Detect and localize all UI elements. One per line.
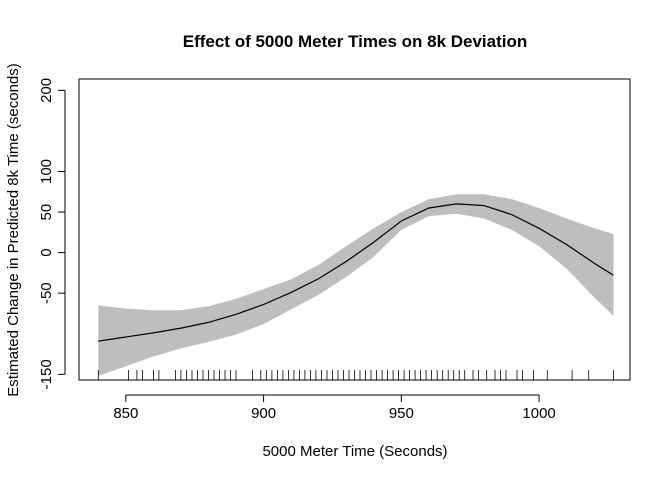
y-tick-label: 200: [38, 78, 55, 103]
y-tick-label: 0: [38, 248, 55, 256]
y-tick-label: 50: [38, 204, 55, 221]
x-tick-label: 900: [251, 405, 276, 422]
y-tick-label: 100: [38, 159, 55, 184]
y-tick-label: -150: [38, 359, 55, 389]
chart-title: Effect of 5000 Meter Times on 8k Deviati…: [183, 32, 528, 51]
y-axis: -150 -50 0 50 100 200: [38, 78, 66, 389]
fit-line: [98, 203, 614, 342]
x-tick-label: 950: [389, 405, 414, 422]
y-axis-label: Estimated Change in Predicted 8k Time (s…: [5, 63, 22, 397]
x-tick-label: 1000: [522, 405, 555, 422]
confidence-band: [98, 194, 614, 376]
plot-area: [97, 194, 614, 380]
x-axis-label: 5000 Meter Time (Seconds): [262, 443, 447, 460]
x-axis: 850 900 950 1000: [113, 394, 556, 422]
x-tick-label: 850: [113, 405, 138, 422]
plot-frame: [78, 78, 631, 381]
y-tick-label: -50: [38, 282, 55, 304]
